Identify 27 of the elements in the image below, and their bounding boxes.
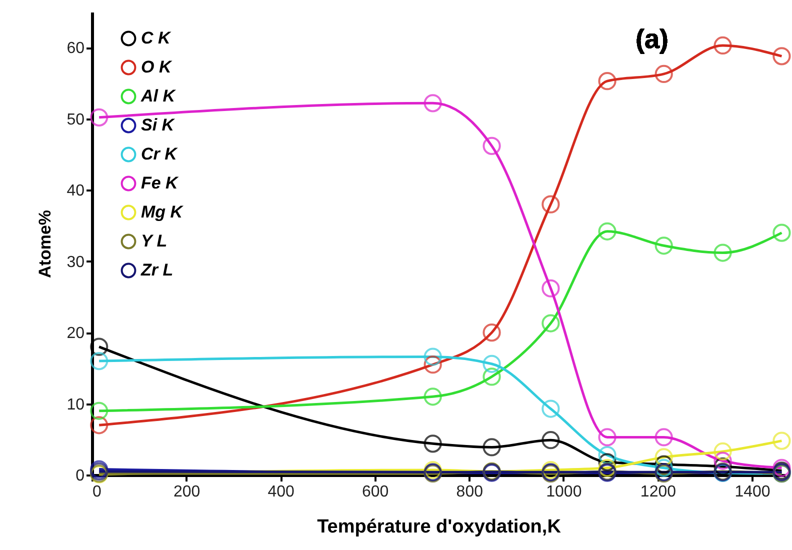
y-tick-label: 20 [66, 325, 85, 342]
legend-label: Fe K [141, 174, 180, 192]
y-tick-label: 30 [66, 254, 85, 271]
x-tick-label: 1200 [640, 484, 676, 500]
y-tick-label: 0 [76, 468, 85, 484]
x-tick-label: 200 [173, 484, 200, 500]
y-tick-label: 60 [66, 40, 85, 58]
x-axis-title: Température d'oxydation,K [317, 516, 562, 538]
x-tick-label: 800 [456, 484, 484, 500]
x-tick-label: 0 [92, 484, 102, 500]
legend-label: Y L [141, 232, 168, 250]
x-tick-label: 400 [268, 484, 295, 500]
y-tick-label: 40 [66, 182, 85, 200]
x-tick-label: 1400 [734, 484, 770, 500]
legend-label: Si K [141, 116, 176, 134]
y-tick-label: 10 [66, 396, 85, 414]
legend-label: O K [141, 58, 173, 76]
y-tick-label: 50 [66, 111, 85, 128]
x-tick-label: 1000 [546, 484, 582, 500]
legend-label: C K [141, 28, 172, 48]
legend-label: Al K [140, 86, 177, 106]
annotation: (a) [636, 24, 668, 54]
y-axis-title: Atome% [36, 210, 55, 278]
legend-label: Mg K [141, 202, 184, 222]
legend-label: Cr K [141, 144, 179, 164]
legend-label: Zr L [140, 260, 174, 280]
x-tick-label: 600 [362, 484, 389, 500]
